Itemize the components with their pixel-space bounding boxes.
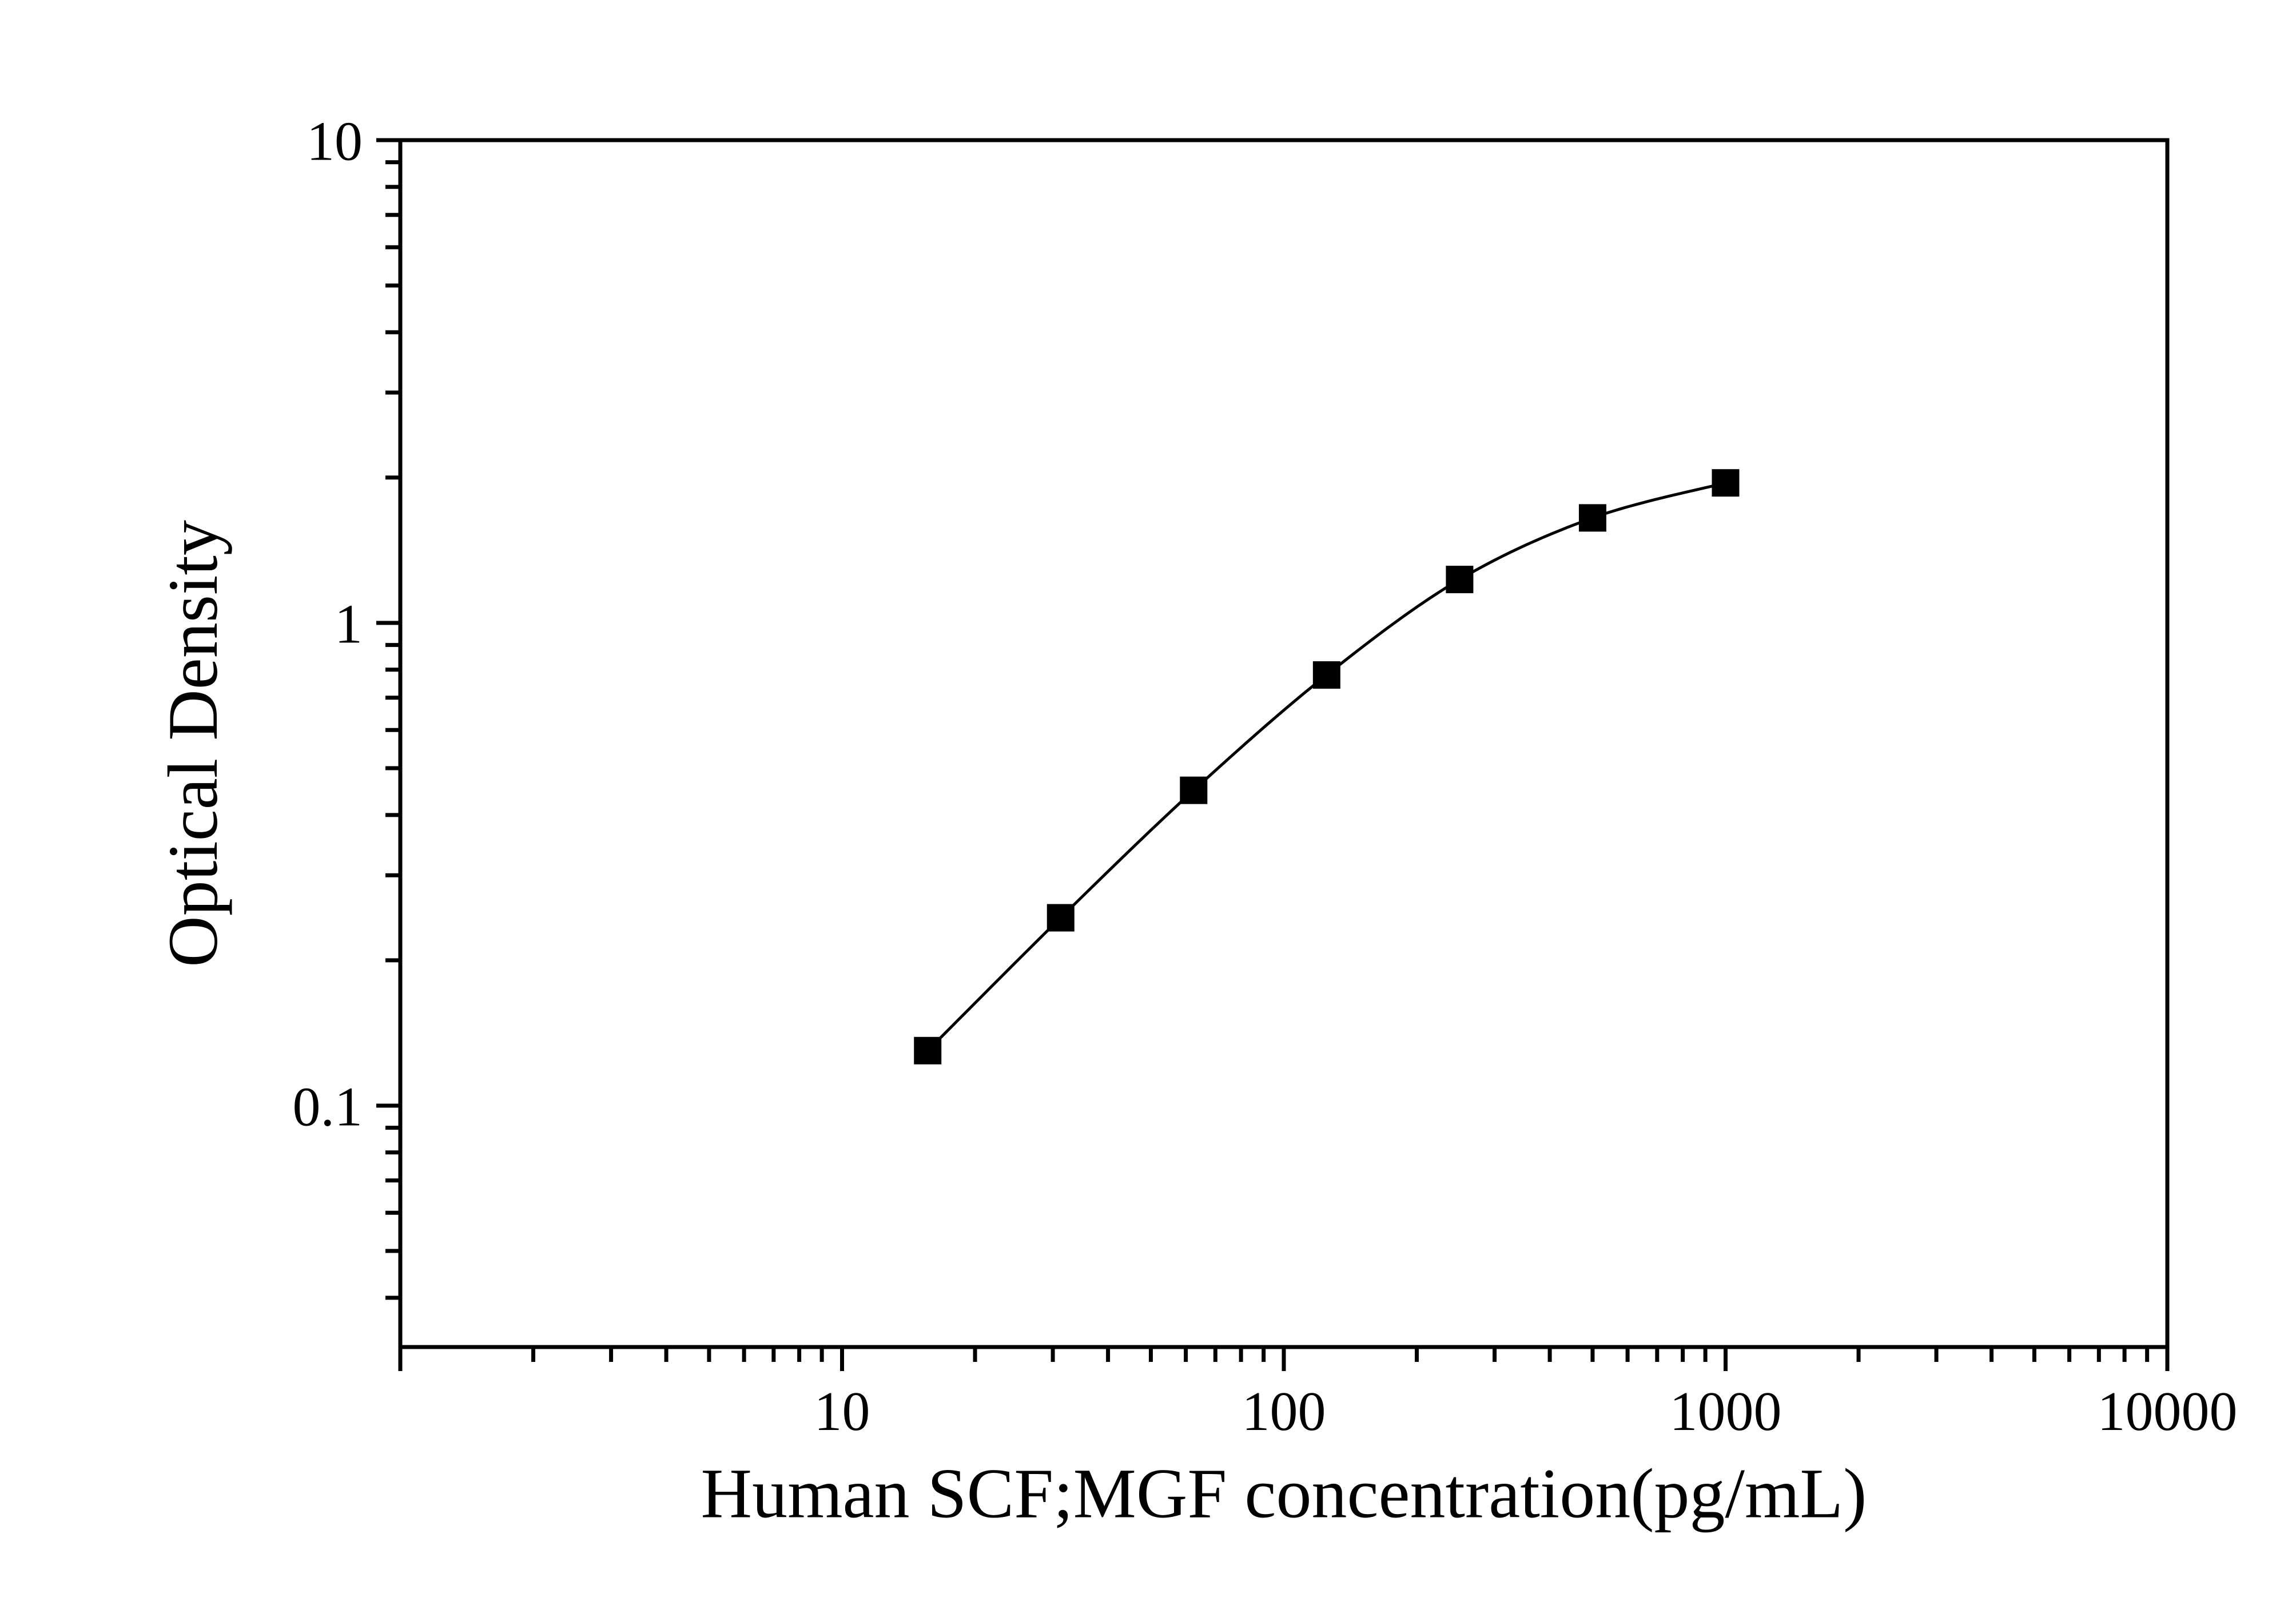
y-tick-label: 0.1 [293,1076,363,1138]
data-point-marker [914,1038,941,1064]
y-tick-label: 10 [307,110,363,172]
y-axis-label: Optical Density [154,520,232,967]
data-point-marker [1048,905,1074,931]
x-tick-label: 10000 [2098,1381,2238,1443]
chart-background [0,0,2296,1605]
x-axis-label: Human SCF;MGF concentration(pg/mL) [701,1454,1867,1532]
x-tick-label: 1000 [1670,1381,1782,1443]
data-point-marker [1713,470,1739,496]
data-point-marker [1314,662,1340,688]
x-tick-label: 100 [1242,1381,1326,1443]
elisa-standard-curve-chart: 10 100 1000 10000 0.1 1 10 Human SCF;MGF concen… [0,0,2296,1605]
chart-container: 10 100 1000 10000 0.1 1 10 Human SCF;MGF concen… [0,0,2296,1605]
x-tick-label: 10 [814,1381,870,1443]
y-tick-label: 1 [335,593,363,655]
data-point-marker [1579,504,1606,531]
data-point-marker [1180,777,1207,804]
data-point-marker [1446,566,1473,593]
